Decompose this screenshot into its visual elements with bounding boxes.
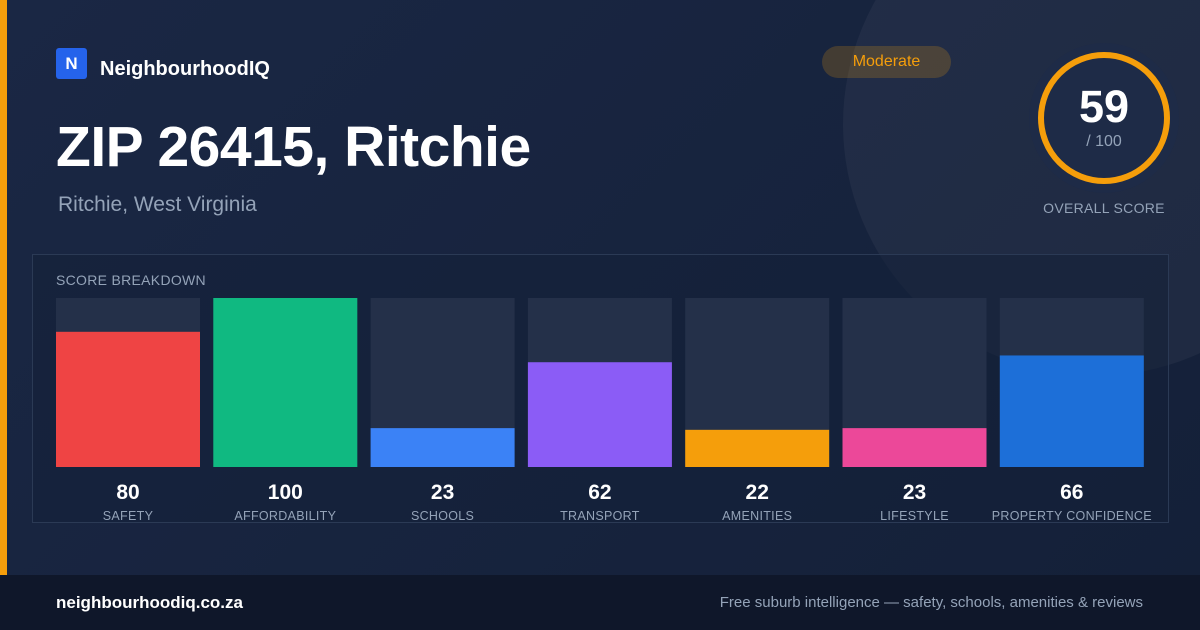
footer <box>0 575 1200 630</box>
score-breakdown-panel <box>32 254 1169 523</box>
overall-score-label: OVERALL SCORE <box>1043 200 1165 216</box>
overall-score-ring <box>1029 43 1179 193</box>
rating-badge: Moderate <box>822 46 951 78</box>
score-ring-background <box>1029 43 1179 193</box>
overall-score-max: / 100 <box>1086 133 1122 150</box>
page-title: ZIP 26415, Ritchie <box>56 115 531 179</box>
score-breakdown-title: SCORE BREAKDOWN <box>56 272 206 288</box>
brand[interactable]: N NeighbourhoodIQ <box>56 46 270 81</box>
brand-name: NeighbourhoodIQ <box>100 58 270 80</box>
accent-strip <box>0 0 7 575</box>
overall-score-value: 59 <box>1078 81 1130 132</box>
location-subtitle: Ritchie, West Virginia <box>58 193 257 216</box>
score-ring-fill <box>1038 52 1170 184</box>
footer-url[interactable]: neighbourhoodiq.co.za <box>56 593 243 612</box>
brand-logo-icon: N <box>56 48 87 79</box>
footer-tagline: Free suburb intelligence — safety, schoo… <box>719 594 1143 611</box>
